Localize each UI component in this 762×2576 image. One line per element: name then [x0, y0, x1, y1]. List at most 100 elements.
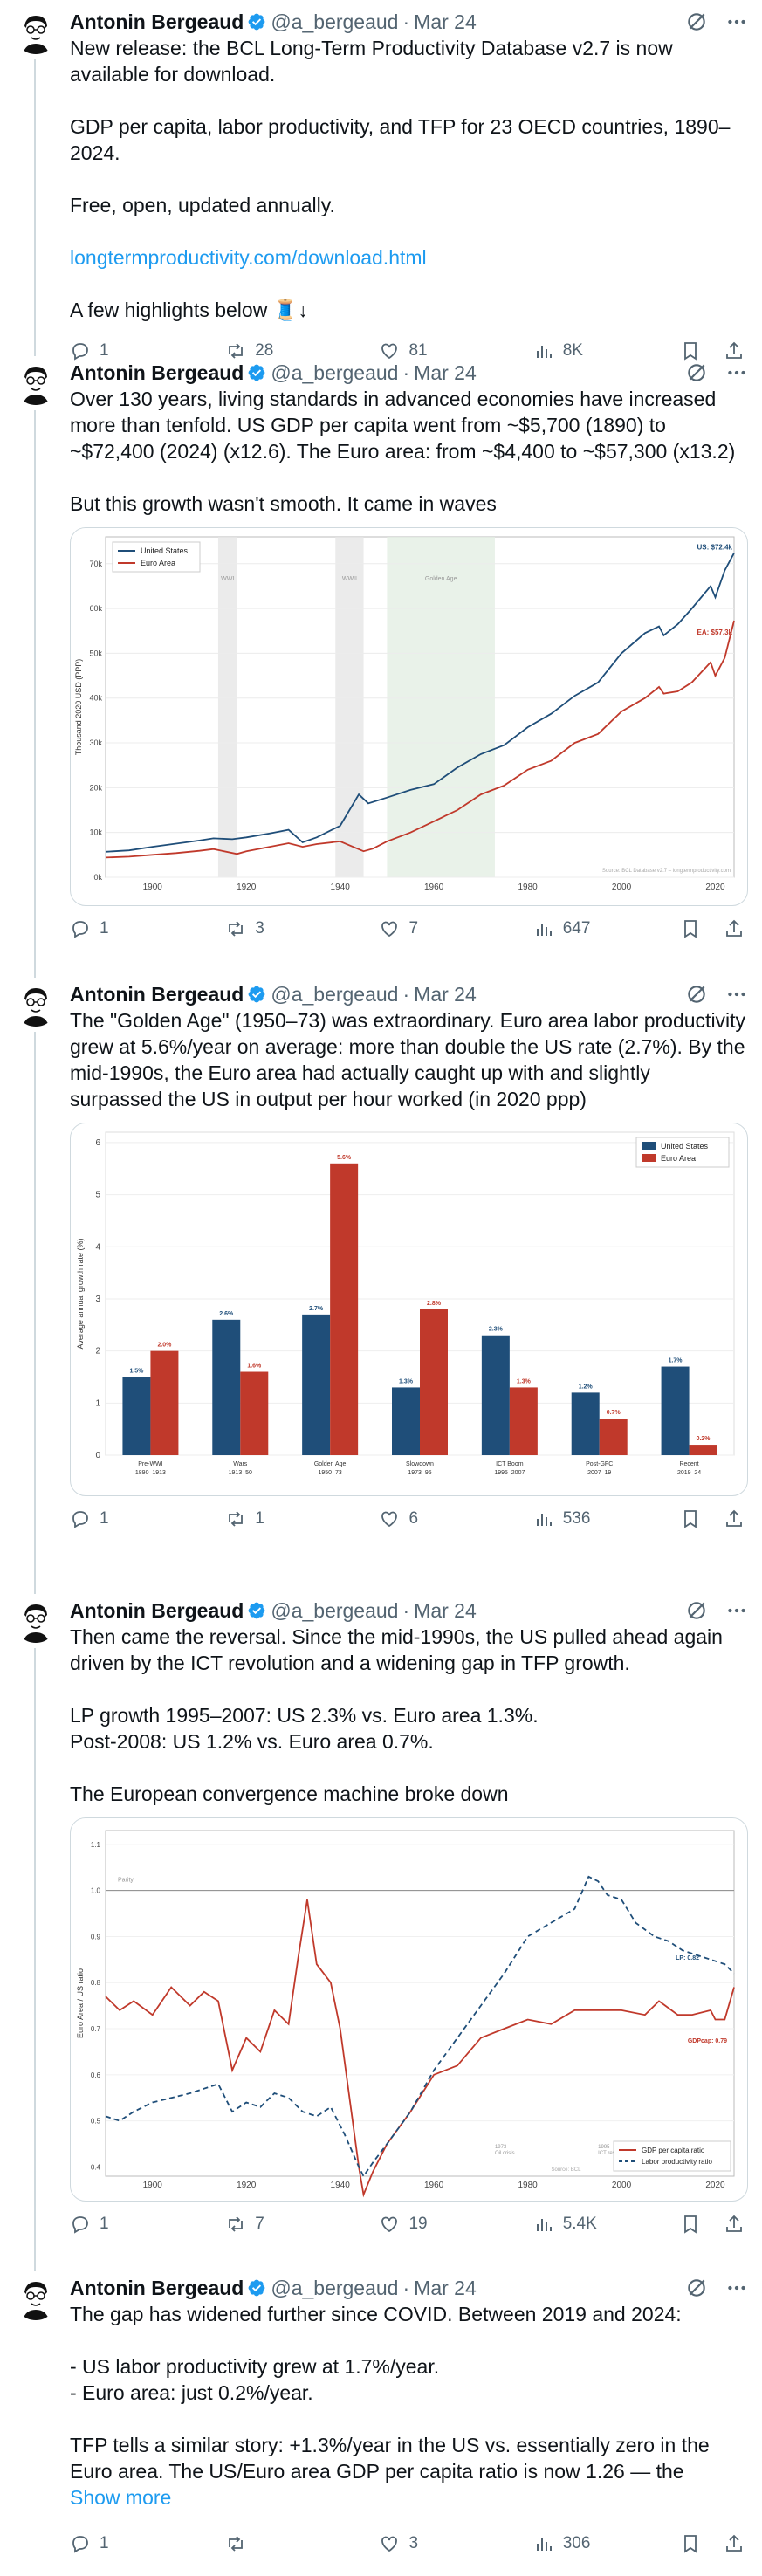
category-label: ICT Boom [496, 1461, 524, 1467]
action-bar-right [680, 2214, 745, 2235]
views-count: 5.4K [562, 2215, 597, 2233]
separator-dot: · [402, 361, 410, 384]
tweet-1[interactable]: Antonin Bergeaud @a_bergeaud · Mar 24 Ne… [0, 0, 762, 361]
grok-icon[interactable] [685, 10, 708, 33]
reply-button[interactable]: 1 [70, 340, 225, 361]
more-options-icon[interactable] [725, 1599, 748, 1622]
reply-button[interactable]: 1 [70, 2533, 225, 2554]
views-button[interactable]: 647 [533, 918, 680, 939]
author-handle[interactable]: @a_bergeaud [271, 2276, 399, 2299]
grok-icon[interactable] [685, 983, 708, 1006]
like-count: 7 [408, 919, 419, 938]
repost-button[interactable]: 3 [225, 918, 379, 939]
end-label-euro: EA: $57.3k [697, 629, 733, 636]
share-icon[interactable] [724, 1508, 745, 1529]
more-options-icon[interactable] [725, 10, 748, 33]
tweet-5[interactable]: Antonin Bergeaud @a_bergeaud · Mar 24 Th… [0, 2266, 762, 2576]
repost-button[interactable]: 1 [225, 1508, 379, 1529]
reply-button[interactable]: 1 [70, 918, 225, 939]
chart-image[interactable]: 0.4 0.5 0.6 0.7 0.8 0.9 1.0 1.1 1900 1920 1940 1960… [70, 1817, 748, 2202]
reply-count: 1 [100, 2534, 109, 2552]
more-options-icon[interactable] [725, 361, 748, 384]
bookmark-icon[interactable] [680, 1508, 701, 1529]
share-icon[interactable] [724, 340, 745, 361]
tweet-time[interactable]: Mar 24 [414, 982, 477, 1006]
reply-icon [72, 343, 88, 361]
tweet-3[interactable]: Antonin Bergeaud @a_bergeaud · Mar 24 Th… [0, 972, 762, 1594]
like-button[interactable]: 81 [379, 340, 532, 361]
tweet-time[interactable]: Mar 24 [414, 2276, 477, 2299]
grok-icon[interactable] [685, 361, 708, 384]
bookmark-icon[interactable] [680, 340, 701, 361]
tweet-time[interactable]: Mar 24 [414, 10, 477, 33]
series-line-euro [105, 620, 735, 859]
bookmark-icon[interactable] [680, 2533, 701, 2554]
author-name[interactable]: Antonin Bergeaud [70, 982, 244, 1006]
download-link[interactable]: longtermproductivity.com/download.html [70, 246, 427, 269]
tweet-2[interactable]: Antonin Bergeaud @a_bergeaud · Mar 24 Ov… [0, 351, 762, 978]
avatar[interactable] [14, 983, 58, 1027]
bookmark-icon[interactable] [680, 918, 701, 939]
views-button[interactable]: 536 [533, 1508, 680, 1529]
repost-button[interactable]: 28 [225, 340, 379, 361]
event-year-label: 1995 [598, 2145, 610, 2150]
category-label: Slowdown [406, 1461, 434, 1467]
repost-button[interactable] [225, 2533, 379, 2554]
y-tick-label: 70k [89, 560, 102, 568]
views-button[interactable]: 8K [533, 340, 680, 361]
show-more-link[interactable]: Show more [70, 2486, 172, 2509]
author-name[interactable]: Antonin Bergeaud [70, 10, 244, 33]
verified-badge-icon [248, 364, 265, 381]
share-icon[interactable] [724, 2214, 745, 2235]
tweet-4[interactable]: Antonin Bergeaud @a_bergeaud · Mar 24 Th… [0, 1589, 762, 2271]
bar-euro [150, 1350, 179, 1455]
avatar[interactable] [14, 361, 58, 405]
parity-label: Parity [118, 1878, 134, 1884]
chart-image[interactable]: WWI WWII Golden Age 0k 10k 20k 30k 40k 50k 60k 70k… [70, 527, 748, 906]
category-label: Post-GFC [586, 1461, 613, 1467]
chart-image[interactable]: 0 1 2 3 4 5 6 Average annual growth rate (%) 1.5… [70, 1123, 748, 1496]
author-name[interactable]: Antonin Bergeaud [70, 1598, 244, 1622]
tweet-time[interactable]: Mar 24 [414, 361, 477, 384]
more-options-icon[interactable] [725, 983, 748, 1006]
more-options-icon[interactable] [725, 2277, 748, 2299]
grok-icon[interactable] [685, 1599, 708, 1622]
author-handle[interactable]: @a_bergeaud [271, 361, 399, 384]
author-handle[interactable]: @a_bergeaud [271, 10, 399, 33]
views-button[interactable]: 5.4K [533, 2214, 680, 2235]
tweet-text-line: New release: the BCL Long-Term Productiv… [70, 37, 679, 86]
x-tick-label: 1900 [143, 883, 163, 892]
share-icon[interactable] [724, 2533, 745, 2554]
avatar[interactable] [14, 10, 58, 54]
avatar[interactable] [14, 2277, 58, 2320]
tweet-time[interactable]: Mar 24 [414, 1598, 477, 1622]
like-button[interactable]: 7 [379, 918, 532, 939]
shaded-period-label: Golden Age [425, 576, 457, 582]
like-button[interactable]: 3 [379, 2533, 532, 2554]
tweet-text-line: GDP per capita, labor productivity, and … [70, 115, 731, 164]
author-handle[interactable]: @a_bergeaud [271, 982, 399, 1006]
author-name[interactable]: Antonin Bergeaud [70, 2276, 244, 2299]
like-button[interactable]: 6 [379, 1508, 532, 1529]
author-handle[interactable]: @a_bergeaud [271, 1598, 399, 1622]
share-icon[interactable] [724, 918, 745, 939]
end-label-gdp: GDPcap: 0.79 [688, 2038, 727, 2044]
heart-icon [381, 2536, 398, 2552]
bookmark-icon[interactable] [680, 2214, 701, 2235]
tweet-header: Antonin Bergeaud @a_bergeaud · Mar 24 [70, 983, 748, 1006]
grok-icon[interactable] [685, 2277, 708, 2299]
repost-icon [229, 921, 244, 937]
legend-label: United States [661, 1142, 709, 1151]
like-button[interactable]: 19 [379, 2214, 532, 2235]
heart-icon [381, 343, 398, 360]
heart-icon [381, 2216, 398, 2233]
reply-button[interactable]: 1 [70, 2214, 225, 2235]
avatar[interactable] [14, 1599, 58, 1643]
reply-button[interactable]: 1 [70, 1508, 225, 1529]
repost-button[interactable]: 7 [225, 2214, 379, 2235]
author-name[interactable]: Antonin Bergeaud [70, 361, 244, 384]
views-button[interactable]: 306 [533, 2533, 680, 2554]
x-tick-label: 1940 [331, 2181, 351, 2190]
reply-count: 1 [100, 1509, 109, 1528]
avatar-col [14, 2277, 58, 2320]
